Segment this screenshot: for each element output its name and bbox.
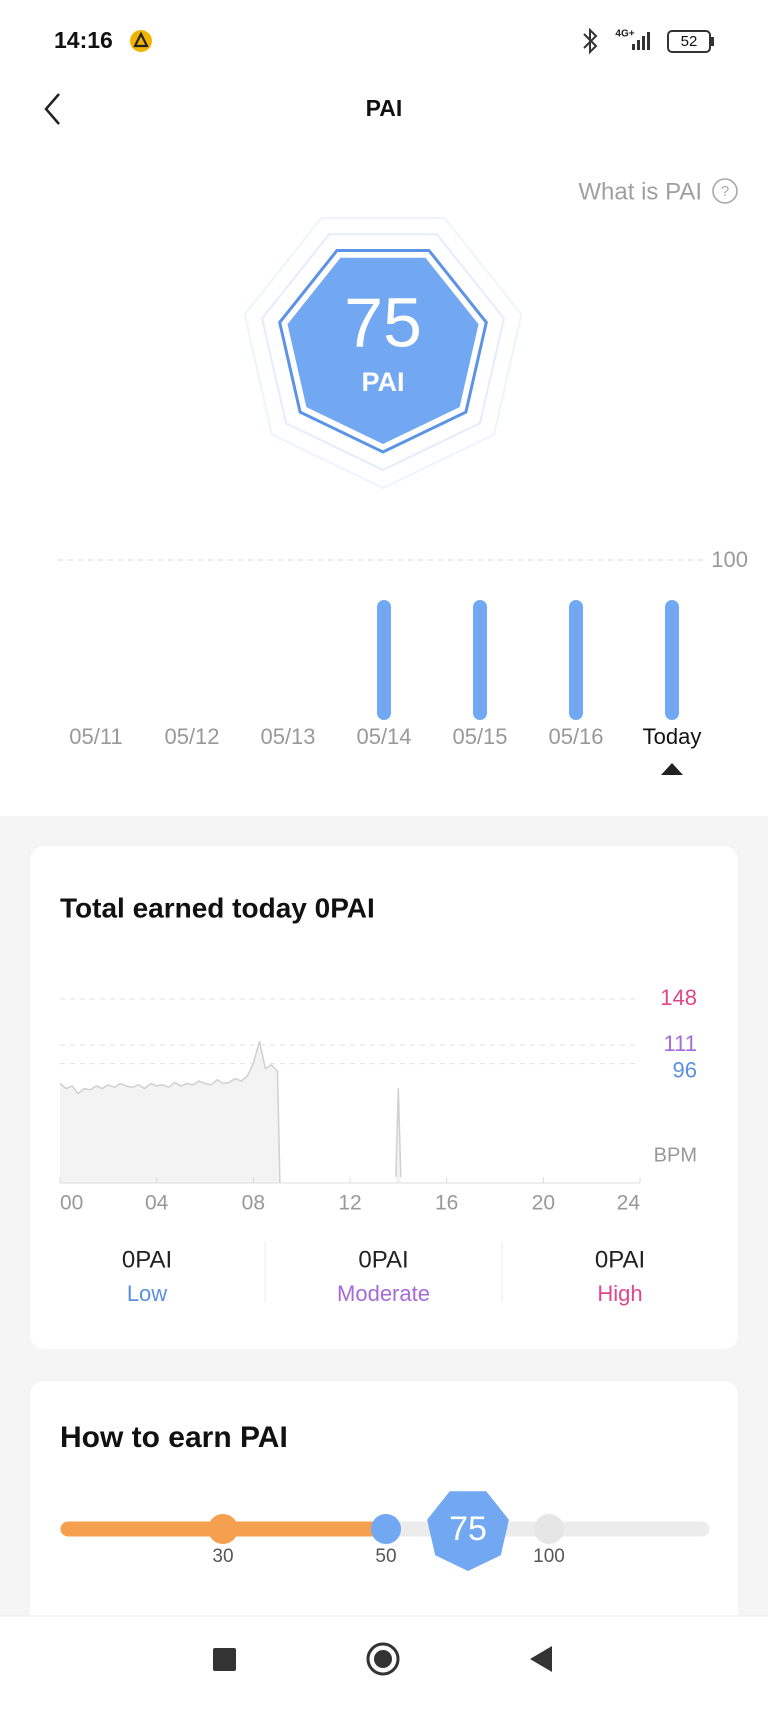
earn-card	[30, 1381, 738, 1641]
x-tick-label: 05/13	[260, 724, 315, 749]
x-tick-label: 20	[532, 1192, 555, 1215]
bar	[569, 600, 583, 720]
earn-scale-label: 30	[212, 1546, 233, 1567]
signal-icon	[632, 32, 650, 50]
today-title: Total earned today 0PAI	[60, 892, 375, 923]
zone-label: Moderate	[337, 1281, 430, 1306]
earn-badge	[427, 1491, 509, 1571]
home-button[interactable]	[366, 1642, 400, 1676]
badge-ring	[243, 217, 523, 490]
status-time: 14:16	[54, 27, 113, 53]
threshold-label: 96	[673, 1057, 697, 1082]
earn-marker	[208, 1514, 238, 1544]
threshold-label: 148	[660, 985, 697, 1010]
help-icon[interactable]	[712, 178, 738, 204]
x-tick-label: 08	[242, 1192, 265, 1215]
badge-ring	[261, 233, 505, 472]
bar	[665, 600, 679, 720]
help-link[interactable]: What is PAI	[578, 178, 702, 205]
battery-icon	[667, 30, 711, 53]
earn-current: 75	[449, 1510, 487, 1548]
y-tick-label: 100	[711, 547, 748, 572]
app-notification-glyph	[133, 31, 149, 48]
x-tick-label: 16	[435, 1192, 458, 1215]
heart-rate-area	[60, 1041, 401, 1183]
badge-progress	[278, 249, 488, 454]
earn-marker	[534, 1514, 564, 1544]
page-title: PAI	[366, 95, 403, 121]
network-type: 4G+	[615, 29, 634, 40]
bluetooth-icon	[583, 27, 598, 55]
bar	[377, 600, 391, 720]
zone-value: 0PAI	[122, 1246, 172, 1273]
score-value: 75	[344, 283, 422, 361]
x-tick-label: 05/14	[356, 724, 411, 749]
earn-scale-label: 100	[533, 1546, 565, 1567]
x-tick-label: 05/11	[69, 724, 122, 749]
earn-scale-label: 50	[375, 1546, 396, 1567]
x-tick-label: 05/16	[548, 724, 603, 749]
selected-day-indicator	[661, 763, 683, 775]
threshold-label: 111	[664, 1031, 697, 1056]
recents-button[interactable]	[213, 1648, 236, 1671]
bar	[473, 600, 487, 720]
x-tick-label: 05/15	[452, 724, 507, 749]
back-button[interactable]	[44, 93, 60, 125]
earn-badge-shape	[427, 1491, 509, 1571]
earn-title: How to earn PAI	[60, 1421, 288, 1454]
x-tick-label: 24	[617, 1192, 641, 1215]
today-card	[30, 846, 738, 1349]
x-tick-label: 00	[60, 1192, 83, 1215]
earn-marker	[371, 1514, 401, 1544]
battery-level: 52	[681, 33, 698, 50]
x-tick-label: 12	[338, 1192, 361, 1215]
x-tick-label: Today	[643, 724, 702, 749]
zone-summary: 0PAI Low 0PAI Moderate 0PAI High	[122, 1246, 645, 1305]
x-tick-label: 04	[145, 1192, 169, 1215]
zone-label: Low	[127, 1281, 167, 1306]
home-button-inner	[374, 1650, 392, 1668]
battery-tip	[711, 37, 714, 46]
trend-chart: 100 05/11 05/12 05/13 05/14 05/15 05/16 Today	[58, 547, 748, 749]
heart-rate-line	[59, 1041, 402, 1184]
bpm-label: BPM	[654, 1144, 697, 1166]
zone-value: 0PAI	[358, 1246, 408, 1273]
x-tick-label: 05/12	[164, 724, 219, 749]
score-unit: PAI	[361, 367, 404, 397]
help-icon-glyph: ?	[721, 183, 729, 200]
zone-value: 0PAI	[595, 1246, 645, 1273]
back-nav-button[interactable]	[530, 1646, 552, 1672]
badge-fill	[287, 257, 479, 444]
score-badge	[243, 217, 523, 490]
zone-label: High	[597, 1281, 642, 1306]
